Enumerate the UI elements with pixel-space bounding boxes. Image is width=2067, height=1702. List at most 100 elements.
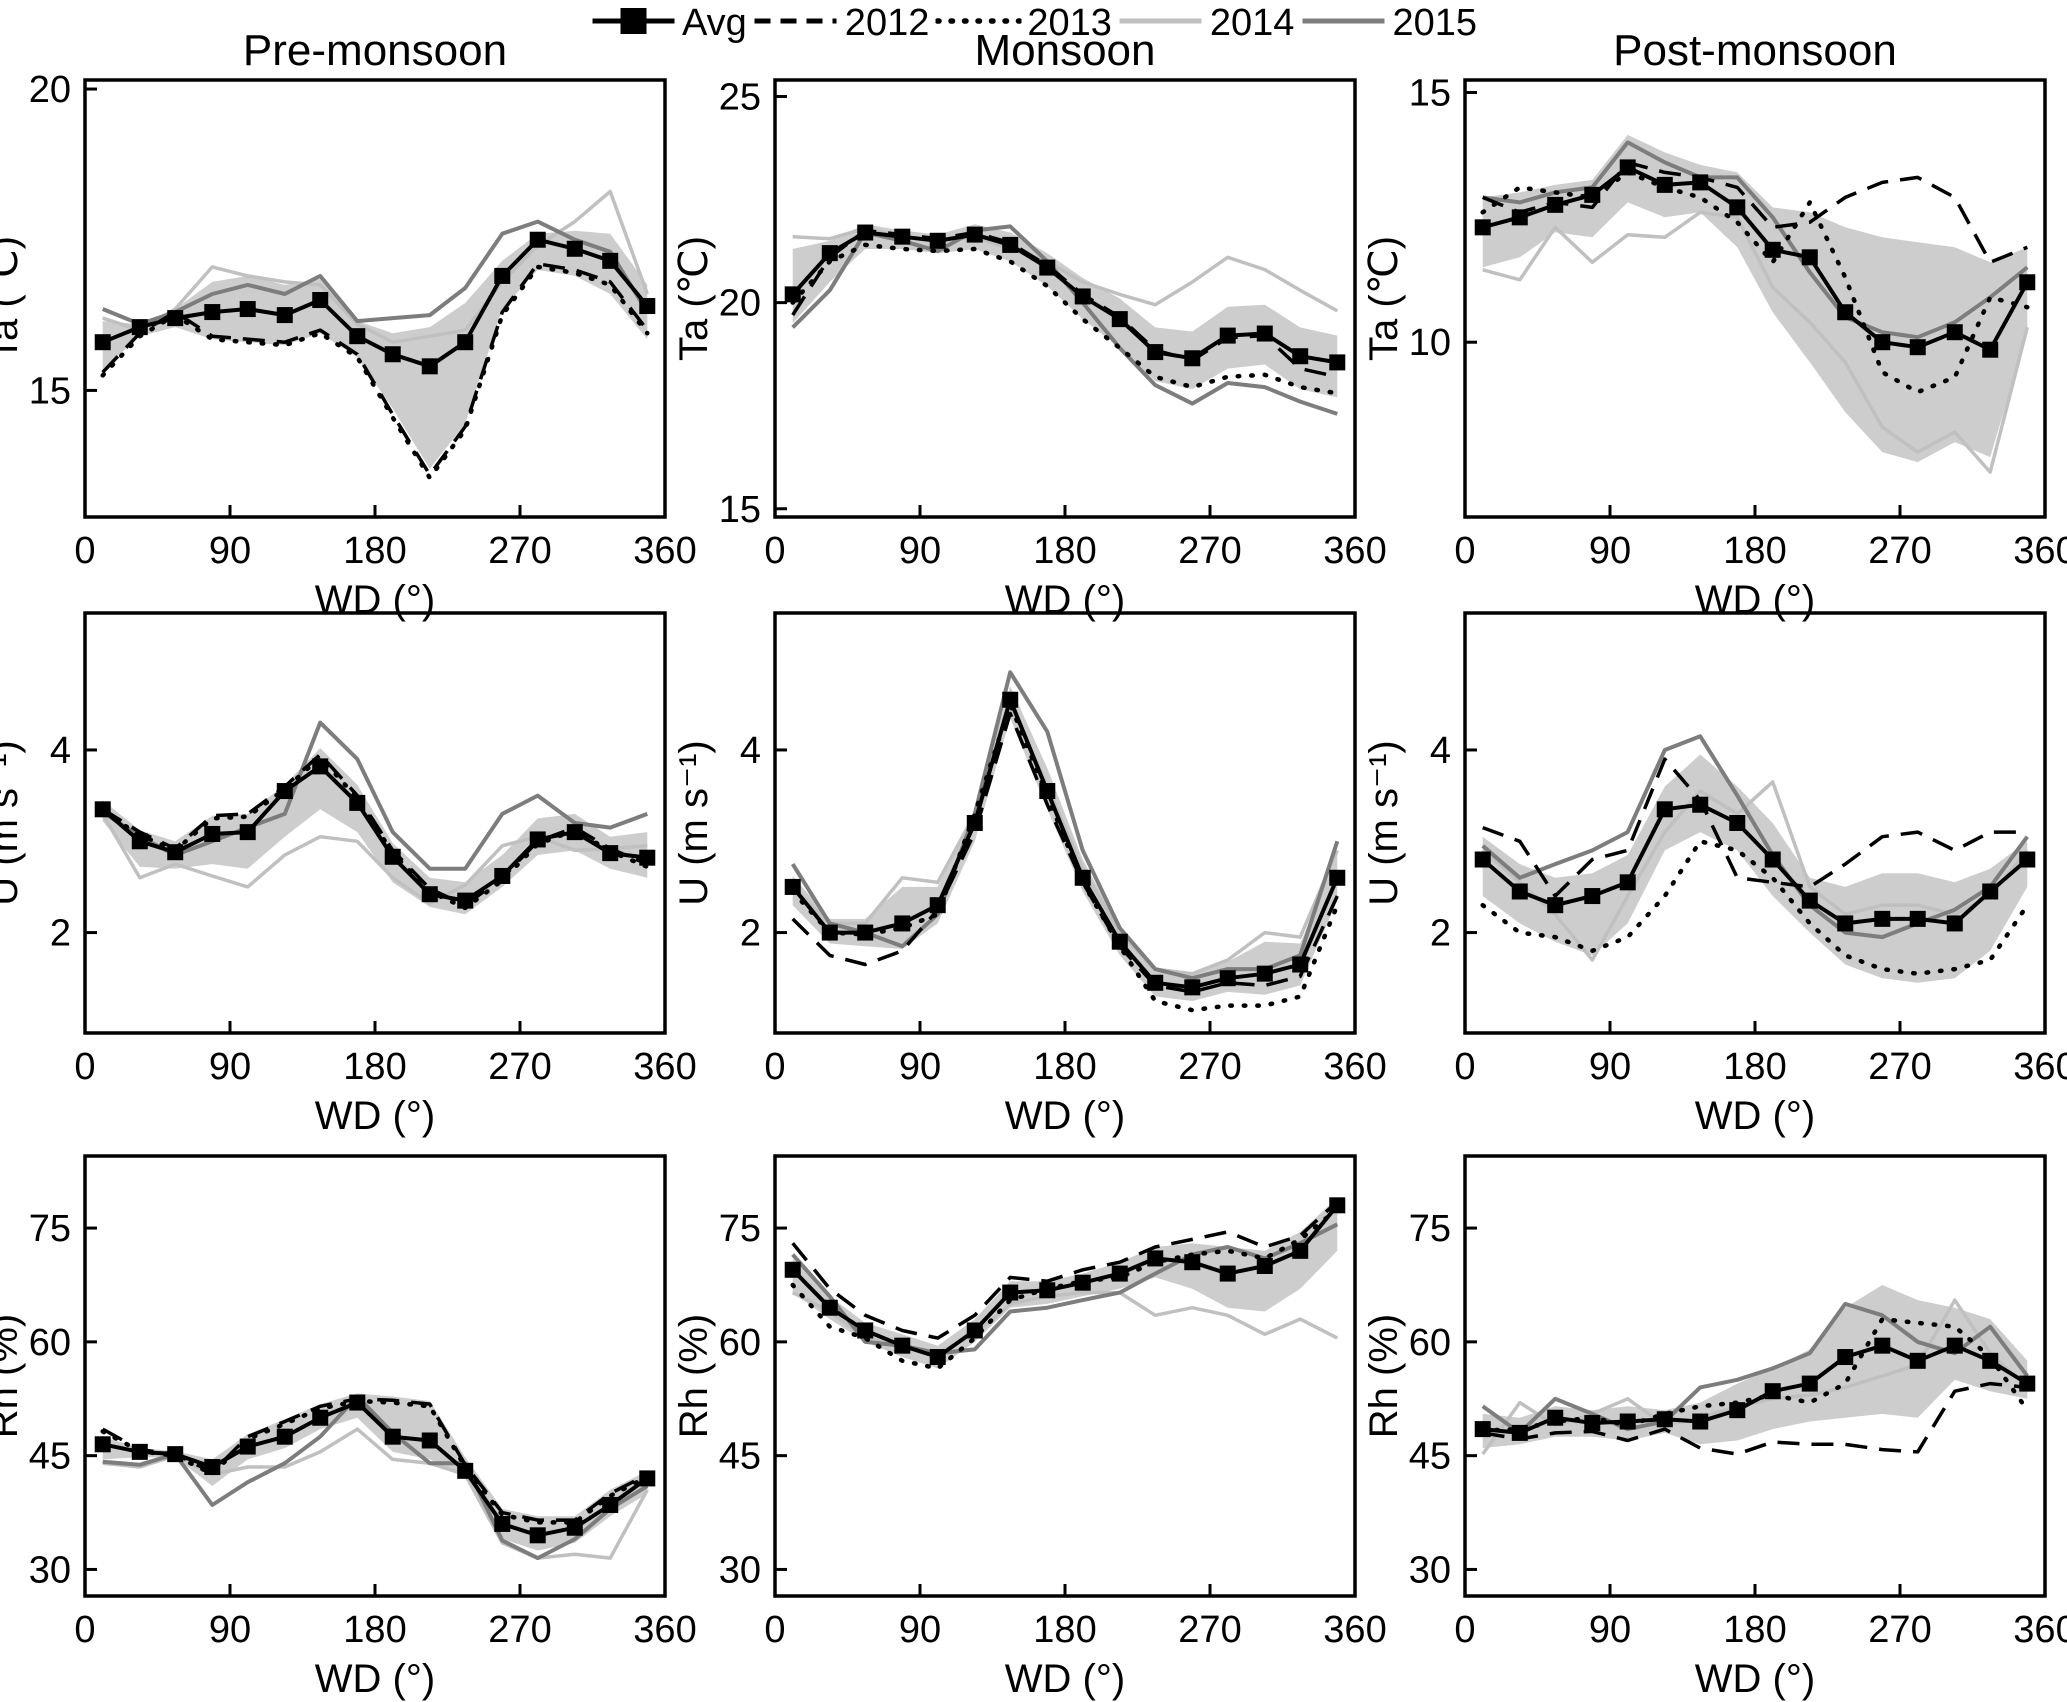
rh-pre-y-axis-title: Rh (%) xyxy=(0,1314,26,1438)
panel-rh-mon: 0 90 180 270 360 30 45 60 75 Rh (%) WD (°) xyxy=(672,1154,1387,1701)
avg-marker xyxy=(1584,888,1601,905)
x-tick-label: 270 xyxy=(1178,1046,1241,1088)
x-tick-label: 360 xyxy=(2013,530,2067,572)
ta-mon-line-2014 xyxy=(792,226,1339,313)
avg-marker xyxy=(966,815,983,831)
u-mon-line-2015 xyxy=(791,670,1340,981)
u-post-avg-markers xyxy=(1474,796,2036,932)
x-tick-label: 180 xyxy=(1033,1609,1096,1651)
avg-marker xyxy=(167,1446,184,1463)
avg-marker xyxy=(1219,1265,1236,1282)
avg-marker xyxy=(457,334,474,351)
avg-marker xyxy=(1946,915,1963,932)
avg-marker xyxy=(239,1438,256,1455)
avg-marker xyxy=(276,783,293,800)
avg-marker xyxy=(1764,1383,1781,1400)
avg-marker xyxy=(566,1519,583,1536)
rh-post-x-axis-title: WD (°) xyxy=(1695,1657,1815,1701)
ta-mon-avg-markers xyxy=(784,224,1346,371)
avg-marker xyxy=(276,1428,293,1445)
ta-post-line-2014 xyxy=(1482,210,2029,474)
x-tick-label: 90 xyxy=(899,1609,941,1651)
y-tick-label: 30 xyxy=(29,1549,71,1591)
avg-marker xyxy=(602,252,619,269)
rh-mon-line-2012 xyxy=(791,1200,1339,1340)
x-tick-label: 270 xyxy=(1868,530,1931,572)
avg-marker xyxy=(1474,1421,1491,1438)
avg-marker xyxy=(312,292,329,309)
avg-marker xyxy=(1292,348,1309,365)
avg-marker xyxy=(167,844,184,861)
avg-marker xyxy=(1547,196,1564,213)
legend-label-avg: Avg xyxy=(682,2,747,44)
x-tick-label: 360 xyxy=(1323,1609,1386,1651)
panel-ta-mon: 0 90 180 270 360 15 20 25 Ta (℃) WD (°) xyxy=(672,76,1387,622)
avg-marker xyxy=(1656,1411,1673,1428)
avg-marker xyxy=(1729,815,1746,831)
rh-post-std-band xyxy=(1482,1285,2028,1449)
avg-marker xyxy=(1002,691,1019,708)
ta-pre-frame xyxy=(83,78,667,519)
ta-mon-line-avg xyxy=(791,230,1338,365)
legend-swatch-2013-dotted-line-icon xyxy=(934,6,1023,41)
avg-marker xyxy=(1111,311,1128,328)
ta-post-line-2012 xyxy=(1482,160,2028,265)
avg-marker xyxy=(1837,304,1854,321)
x-tick-label: 90 xyxy=(1589,530,1631,572)
y-tick-label: 2 xyxy=(740,913,761,955)
avg-marker xyxy=(566,824,583,841)
avg-marker xyxy=(1946,1337,1963,1354)
panel-rh-pre: 0 90 180 270 360 30 45 60 75 Rh (%) WD (°) xyxy=(0,1154,697,1701)
y-tick-label: 30 xyxy=(1409,1549,1451,1591)
avg-marker xyxy=(1547,1409,1564,1426)
avg-marker xyxy=(1584,186,1601,203)
panel-ta-post: 0 90 180 270 360 10 15 Ta (℃) WD (°) xyxy=(1362,72,2067,622)
u-mon-line-2014 xyxy=(791,702,1339,976)
y-tick-label: 60 xyxy=(29,1322,71,1364)
column-title-post-monsoon: Post-monsoon xyxy=(1613,26,1897,75)
ta-mon-std-band xyxy=(792,224,1338,398)
column-title-pre-monsoon: Pre-monsoon xyxy=(242,26,508,75)
x-tick-label: 180 xyxy=(343,1046,406,1088)
x-tick-label: 360 xyxy=(1323,1046,1386,1088)
rh-pre-x-axis-title: WD (°) xyxy=(315,1657,435,1701)
u-mon-y-axis-title: U (m s⁻¹) xyxy=(672,740,716,906)
x-tick-label: 0 xyxy=(764,530,785,572)
x-tick-label: 360 xyxy=(633,530,696,572)
y-tick-label: 15 xyxy=(719,489,761,531)
x-tick-label: 90 xyxy=(1589,1046,1631,1088)
x-tick-label: 360 xyxy=(1323,530,1386,572)
avg-marker xyxy=(1874,334,1891,351)
avg-marker xyxy=(1801,1375,1818,1392)
y-tick-label: 45 xyxy=(29,1436,71,1478)
x-tick-label: 360 xyxy=(2013,1609,2067,1651)
avg-marker xyxy=(1147,974,1164,991)
y-tick-label: 75 xyxy=(29,1208,71,1250)
u-pre-line-avg xyxy=(101,764,648,903)
ta-pre-line-2015 xyxy=(101,219,650,327)
ta-mon-y-axis-title: Ta (℃) xyxy=(672,236,716,361)
ta-post-x-axis-title: WD (°) xyxy=(1695,578,1815,622)
legend-item-2013: 2013 xyxy=(934,0,1112,46)
avg-marker xyxy=(94,334,111,351)
avg-marker xyxy=(384,346,401,363)
avg-marker xyxy=(131,1443,148,1460)
avg-marker xyxy=(312,1409,329,1426)
avg-marker xyxy=(1474,851,1491,868)
avg-marker xyxy=(2019,1375,2036,1392)
legend-label-2013: 2013 xyxy=(1027,2,1112,44)
rh-mon-line-2013 xyxy=(790,1206,1340,1371)
u-post-y-axis-title: U (m s⁻¹) xyxy=(1362,740,1406,906)
rh-pre-line-2014 xyxy=(102,1427,649,1560)
avg-marker xyxy=(1619,874,1636,891)
avg-marker xyxy=(1039,259,1056,276)
avg-marker xyxy=(457,892,474,909)
legend-swatch-avg-line-marker-icon xyxy=(590,6,676,41)
u-post-std-band xyxy=(1482,754,2028,983)
x-tick-label: 0 xyxy=(74,1609,95,1651)
rh-mon-line-avg xyxy=(791,1204,1339,1359)
legend-swatch-2015-line-icon xyxy=(1300,6,1386,41)
x-tick-label: 360 xyxy=(633,1046,696,1088)
